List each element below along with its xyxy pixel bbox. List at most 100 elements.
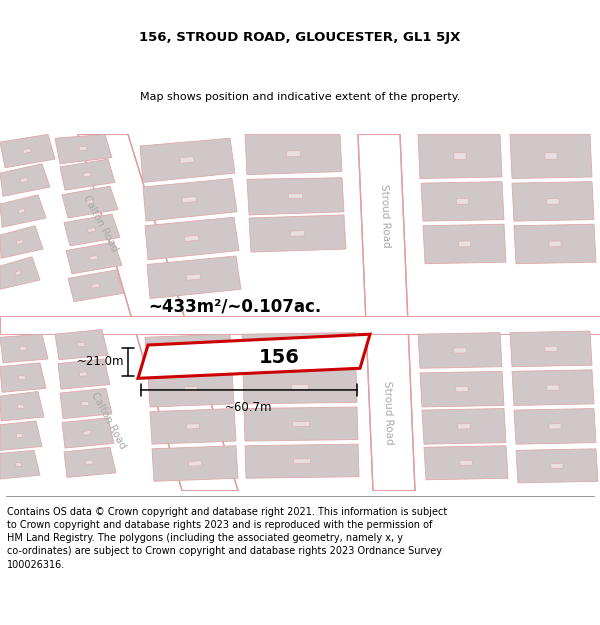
Polygon shape (456, 386, 468, 392)
Polygon shape (454, 348, 466, 353)
Polygon shape (182, 196, 197, 203)
Polygon shape (0, 195, 46, 228)
Polygon shape (138, 334, 370, 378)
Polygon shape (62, 418, 114, 448)
Polygon shape (150, 409, 236, 444)
Polygon shape (78, 134, 238, 491)
Polygon shape (17, 433, 23, 438)
Polygon shape (0, 134, 55, 168)
Polygon shape (290, 347, 308, 352)
Polygon shape (143, 179, 237, 221)
Polygon shape (58, 359, 110, 389)
Polygon shape (64, 214, 120, 246)
Polygon shape (0, 363, 46, 392)
Polygon shape (0, 226, 43, 258)
Polygon shape (16, 462, 22, 467)
Polygon shape (145, 334, 232, 370)
Polygon shape (423, 224, 506, 264)
Polygon shape (16, 271, 22, 276)
Polygon shape (288, 193, 303, 199)
Polygon shape (23, 148, 31, 153)
Text: 156: 156 (259, 349, 299, 368)
Text: ~433m²/~0.107ac.: ~433m²/~0.107ac. (148, 298, 322, 315)
Polygon shape (286, 151, 301, 157)
Text: Calton Road: Calton Road (81, 193, 119, 254)
Polygon shape (185, 235, 199, 242)
Polygon shape (549, 241, 561, 247)
Polygon shape (17, 404, 24, 409)
Text: ~60.7m: ~60.7m (225, 401, 273, 414)
Polygon shape (458, 241, 471, 247)
Polygon shape (249, 215, 346, 252)
Text: Calton Road: Calton Road (89, 391, 127, 451)
Polygon shape (17, 239, 23, 244)
Polygon shape (292, 384, 308, 389)
Polygon shape (245, 134, 342, 174)
Polygon shape (88, 228, 96, 232)
Polygon shape (64, 448, 116, 478)
Polygon shape (62, 186, 118, 218)
Polygon shape (0, 391, 44, 421)
Polygon shape (89, 256, 98, 260)
Polygon shape (77, 342, 85, 347)
Polygon shape (545, 152, 557, 159)
Polygon shape (68, 270, 124, 302)
Polygon shape (293, 459, 311, 464)
Polygon shape (82, 401, 89, 406)
Polygon shape (20, 346, 27, 351)
Polygon shape (180, 157, 194, 163)
Polygon shape (19, 376, 26, 380)
Polygon shape (187, 424, 199, 429)
Polygon shape (514, 409, 596, 444)
Polygon shape (549, 424, 561, 429)
Polygon shape (18, 209, 25, 214)
Polygon shape (512, 182, 594, 221)
Polygon shape (145, 217, 239, 260)
Polygon shape (60, 159, 115, 190)
Polygon shape (422, 409, 506, 444)
Polygon shape (545, 346, 557, 352)
Polygon shape (20, 177, 28, 182)
Polygon shape (55, 329, 108, 360)
Text: ~21.0m: ~21.0m (77, 355, 124, 368)
Polygon shape (242, 332, 356, 367)
Polygon shape (0, 451, 40, 479)
Polygon shape (292, 421, 310, 427)
Polygon shape (547, 198, 559, 204)
Polygon shape (83, 431, 91, 435)
Polygon shape (418, 332, 502, 368)
Polygon shape (0, 316, 600, 334)
Polygon shape (516, 449, 598, 483)
Polygon shape (66, 242, 122, 274)
Polygon shape (187, 274, 200, 280)
Polygon shape (55, 134, 112, 164)
Polygon shape (243, 370, 357, 404)
Polygon shape (85, 460, 93, 464)
Text: 156, STROUD ROAD, GLOUCESTER, GL1 5JX: 156, STROUD ROAD, GLOUCESTER, GL1 5JX (139, 31, 461, 44)
Polygon shape (512, 370, 594, 406)
Polygon shape (454, 152, 466, 159)
Polygon shape (0, 257, 40, 289)
Polygon shape (83, 173, 91, 177)
Polygon shape (290, 231, 305, 236)
Polygon shape (85, 200, 94, 204)
Polygon shape (510, 331, 592, 367)
Polygon shape (140, 138, 235, 182)
Polygon shape (510, 134, 592, 179)
Polygon shape (60, 388, 112, 419)
Text: Contains OS data © Crown copyright and database right 2021. This information is : Contains OS data © Crown copyright and d… (7, 507, 448, 569)
Polygon shape (188, 461, 202, 466)
Polygon shape (420, 371, 504, 407)
Polygon shape (247, 177, 344, 215)
Polygon shape (79, 146, 88, 151)
Polygon shape (147, 256, 241, 299)
Polygon shape (0, 164, 50, 196)
Polygon shape (418, 134, 502, 179)
Polygon shape (424, 446, 508, 480)
Polygon shape (460, 460, 472, 465)
Polygon shape (0, 421, 42, 451)
Polygon shape (514, 224, 596, 264)
Text: Map shows position and indicative extent of the property.: Map shows position and indicative extent… (140, 92, 460, 102)
Text: Stroud Road: Stroud Road (379, 184, 391, 248)
Polygon shape (456, 198, 469, 204)
